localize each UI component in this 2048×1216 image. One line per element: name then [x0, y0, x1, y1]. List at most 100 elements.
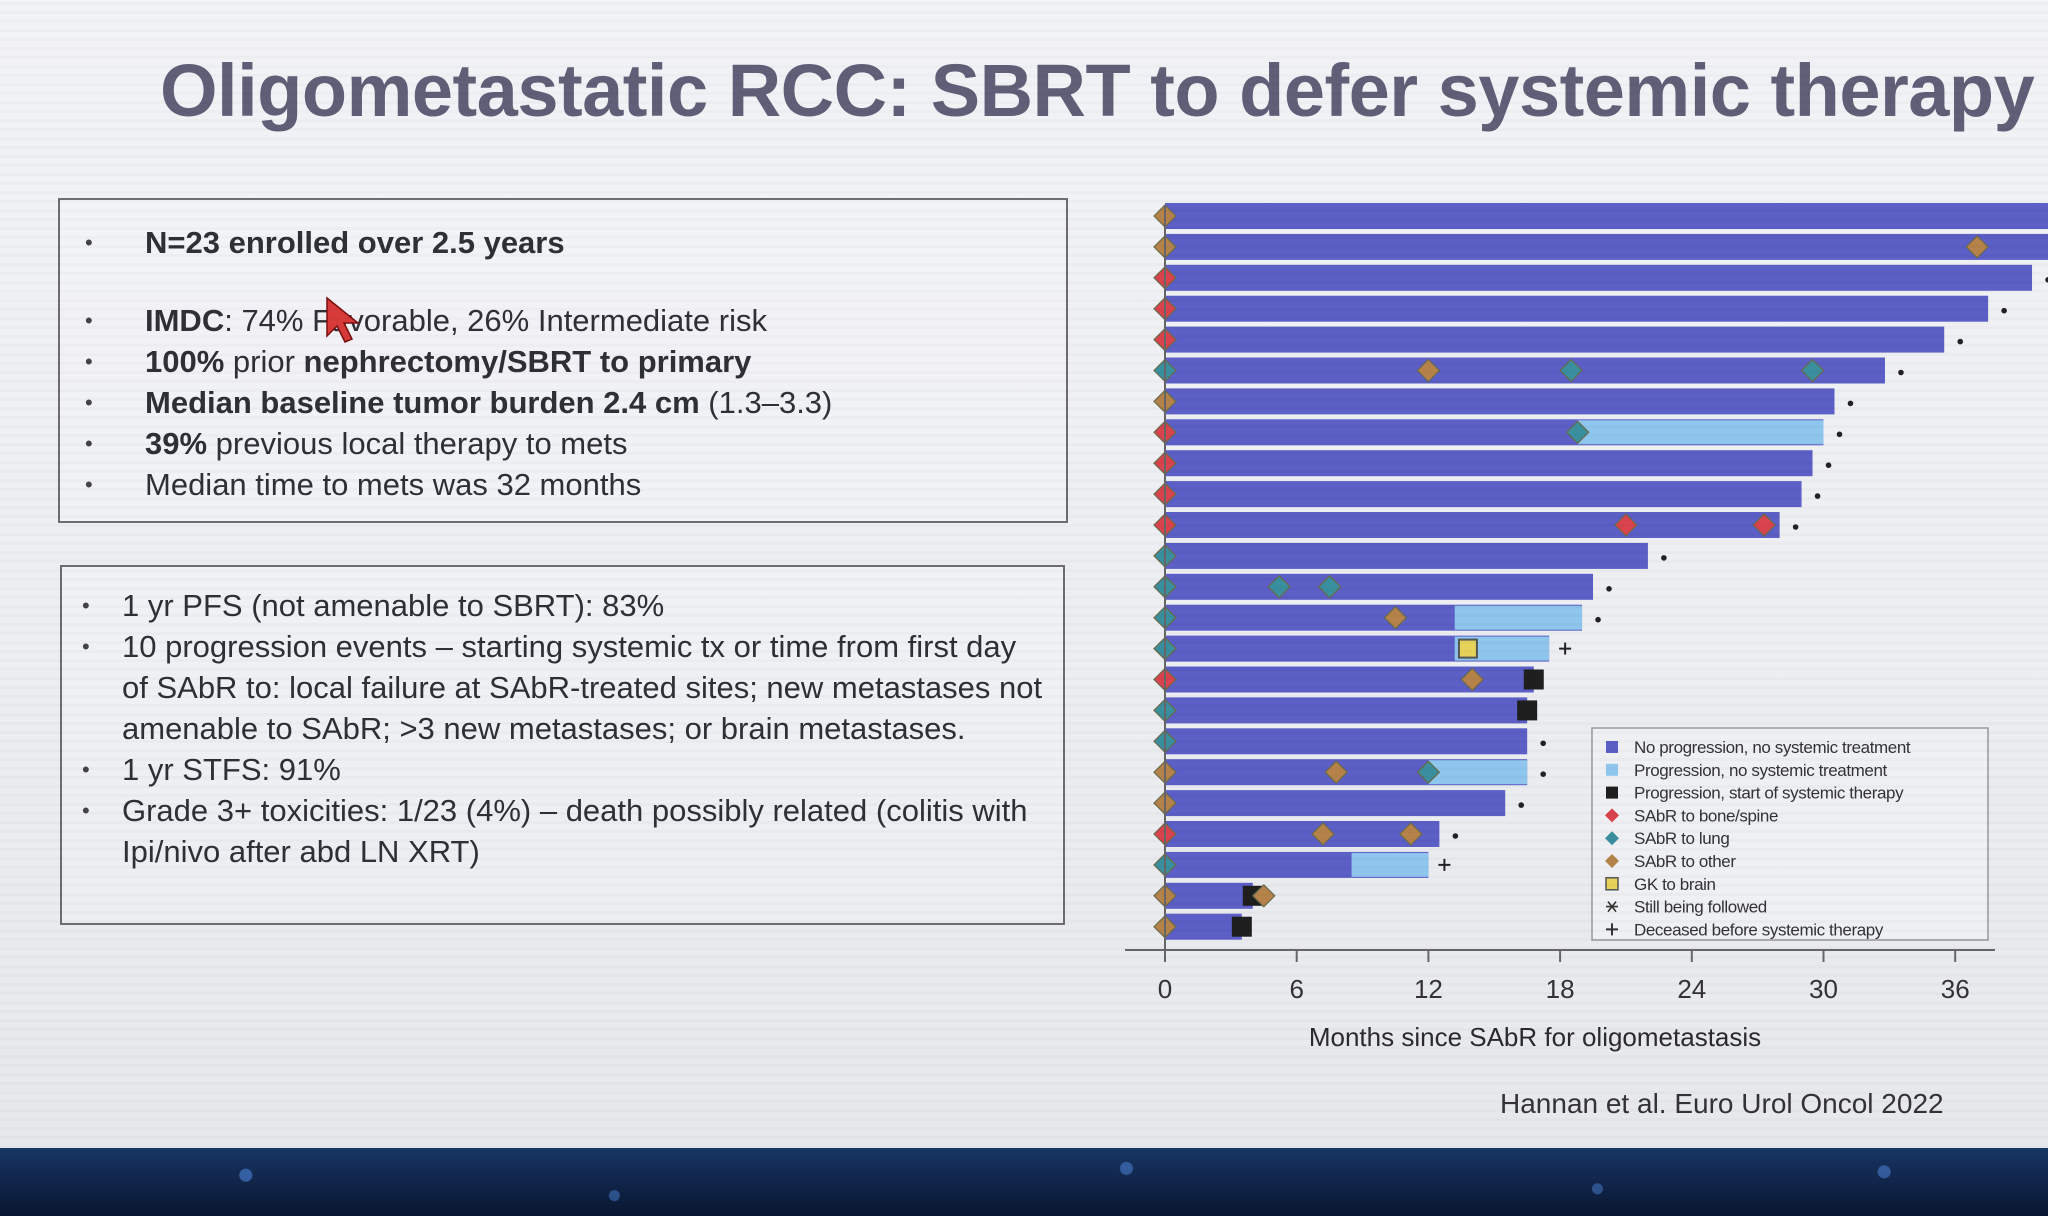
deceased-marker: [1559, 642, 1572, 655]
legend-label: SAbR to other: [1634, 852, 1736, 871]
still-followed-marker: [1518, 802, 1525, 808]
text-run: 39%: [145, 426, 208, 461]
still-followed-marker: [1540, 771, 1546, 777]
legend-swatch: [1605, 808, 1619, 823]
other-sabr-marker: [1416, 358, 1441, 383]
text-run: nephrectomy/SBRT to primary: [303, 344, 752, 379]
x-tick-label: 24: [1677, 974, 1706, 1004]
bullet-progression-events: 10 progression events – starting systemi…: [82, 626, 1043, 749]
deceased-marker: [1438, 858, 1451, 871]
patient-bar: [1165, 481, 1802, 508]
legend-swatch: [1605, 854, 1619, 868]
still-followed-marker: [1836, 431, 1843, 438]
patient-bar: [1165, 450, 1813, 477]
still-followed-marker: [1792, 524, 1799, 530]
patient-bar: [1165, 295, 1989, 322]
patient-bars: [1165, 203, 2048, 940]
legend-swatch: [1606, 763, 1618, 776]
text-run: Median baseline tumor burden 2.4 cm: [145, 385, 700, 420]
still-followed-marker: [2001, 307, 2007, 314]
legend-swatch: [1606, 741, 1618, 753]
patient-bar: [1165, 326, 1945, 353]
citation: Hannan et al. Euro Urol Oncol 2022: [1500, 1088, 1944, 1119]
patient-bar: [1165, 203, 2048, 229]
other-sabr-marker: [1311, 822, 1335, 846]
outcomes-box: 1 yr PFS (not amenable to SBRT): 83% 10 …: [60, 565, 1065, 925]
legend-label: SAbR to bone/spine: [1634, 806, 1778, 825]
patient-bar: [1165, 913, 1242, 940]
still-followed-marker: [1847, 400, 1854, 407]
systemic-therapy-marker: [1517, 700, 1538, 721]
bullet-imdc: IMDC: 74% Favorable, 26% Intermediate ri…: [85, 300, 1066, 341]
x-tick-label: 0: [1158, 974, 1172, 1004]
x-axis: 06121824303642 Months since SAbR for oli…: [1125, 205, 1995, 1052]
systemic-therapy-marker: [1231, 916, 1252, 937]
still-followed-marker: [1452, 833, 1459, 839]
legend-label: No progression, no systemic treatment: [1634, 738, 1911, 757]
mouse-cursor-icon: [326, 296, 361, 343]
still-followed-marker: [1957, 338, 1964, 345]
systemic-therapy-marker: [1523, 669, 1544, 690]
bone-sabr-marker: [1614, 513, 1638, 537]
still-followed-marker: [1595, 616, 1601, 623]
text-run: Median time to mets was 32 months: [145, 467, 642, 502]
legend-box: [1591, 727, 1989, 941]
gk-brain-marker: [1457, 638, 1478, 659]
status-markers: [1438, 277, 2048, 871]
still-followed-marker: [2045, 277, 2048, 283]
bullet-pfs: 1 yr PFS (not amenable to SBRT): 83%: [82, 585, 1043, 626]
patient-bar: [1165, 233, 2048, 260]
still-followed-marker: [1814, 493, 1821, 499]
bullet-enrolled: N=23 enrolled over 2.5 years: [85, 222, 1066, 263]
slide-title: Oligometastatic RCC: SBRT to defer syste…: [160, 49, 2035, 132]
bullet-tumor-burden: Median baseline tumor burden 2.4 cm (1.3…: [85, 382, 1066, 423]
patient-bar: [1165, 821, 1440, 847]
other-sabr-marker: [1324, 760, 1349, 785]
other-sabr-marker: [1251, 883, 1276, 908]
other-sabr-marker: [1398, 822, 1423, 846]
x-tick-label: 36: [1941, 974, 1970, 1004]
patient-bar: [1165, 573, 1594, 600]
progression-segment: [1351, 852, 1429, 877]
x-tick-label: 12: [1414, 974, 1443, 1004]
still-followed-marker: [1898, 369, 1904, 376]
legend-label: GK to brain: [1634, 875, 1716, 894]
bullet-stfs: 1 yr STFS: 91%: [82, 749, 1043, 790]
lung-sabr-marker: [1565, 420, 1590, 445]
patient-bar: [1165, 697, 1528, 724]
text-run: N=23 enrolled over 2.5 years: [145, 225, 565, 260]
other-sabr-marker: [1460, 667, 1485, 692]
text-run: : 74% Favorable, 26% Intermediate risk: [224, 303, 767, 338]
patient-bar: [1165, 512, 1780, 538]
stage-background: [0, 1148, 2048, 1216]
bullet-previous-local-therapy: 39% previous local therapy to mets: [85, 423, 1066, 464]
chart-legend: No progression, no systemic treatment Pro…: [1591, 727, 1989, 941]
patient-bar: [1165, 790, 1506, 817]
legend-swatch: [1605, 831, 1619, 846]
legend-swatch: [1606, 923, 1618, 936]
lung-sabr-marker: [1317, 574, 1342, 599]
still-followed-marker: [1825, 462, 1832, 469]
x-ticks: 06121824303642: [1158, 950, 1970, 1004]
slide: Oligometastatic RCC: SBRT to defer syste…: [0, 0, 2048, 1148]
other-sabr-marker: [1965, 235, 1989, 259]
progression-segment: [1577, 420, 1824, 445]
legend-swatch: [1606, 901, 1618, 913]
bullet-prior-nephrectomy: 100% prior nephrectomy/SBRT to primary: [85, 341, 1066, 382]
x-tick-label: 6: [1289, 974, 1303, 1004]
text-run: previous local therapy to mets: [207, 426, 628, 461]
bullet-toxicities: Grade 3+ toxicities: 1/23 (4%) – death p…: [82, 790, 1043, 872]
other-sabr-marker: [1383, 605, 1408, 630]
still-followed-marker: [1661, 555, 1667, 561]
text-run: (1.3–3.3): [699, 385, 833, 420]
legend-label: Progression, start of systemic therapy: [1634, 784, 1904, 803]
legend-label: SAbR to lung: [1634, 829, 1729, 848]
legend-label: Progression, no systemic treatment: [1634, 761, 1888, 780]
legend-swatch: [1605, 877, 1619, 891]
legend-label: Still being followed: [1634, 898, 1767, 917]
legend-label: Deceased before systemic therapy: [1634, 920, 1884, 939]
x-tick-label: 30: [1809, 974, 1838, 1004]
patient-bar: [1165, 728, 1528, 755]
bone-sabr-marker: [1752, 513, 1777, 537]
patient-bar: [1165, 882, 1253, 909]
